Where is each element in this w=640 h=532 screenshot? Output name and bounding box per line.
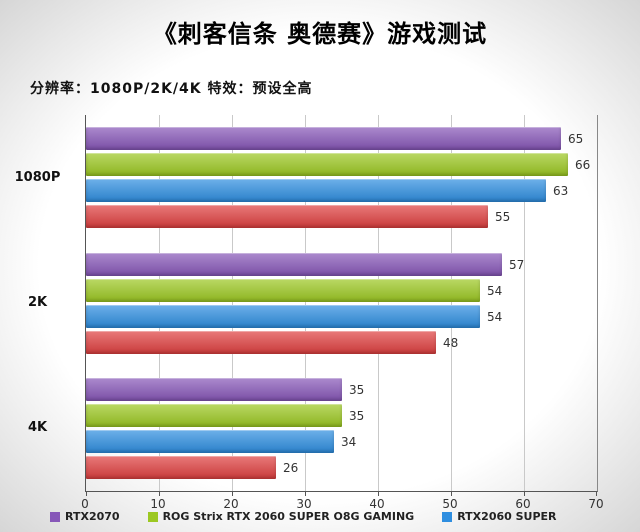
bar — [86, 253, 502, 276]
bar — [86, 127, 561, 150]
bar-value-label: 54 — [487, 284, 503, 298]
bar-value-label: 54 — [487, 310, 503, 324]
bar-value-label: 57 — [509, 258, 525, 272]
bar — [86, 179, 546, 202]
bar — [86, 279, 480, 302]
bar — [86, 331, 436, 354]
legend-label: RTX2070 — [65, 510, 120, 523]
y-axis-label: 1080P — [14, 170, 61, 185]
tick-mark — [378, 491, 379, 496]
legend-swatch — [147, 511, 158, 522]
tick-mark — [524, 491, 525, 496]
x-tick-label: 70 — [588, 497, 604, 511]
bar — [86, 205, 488, 228]
x-tick-label: 50 — [442, 497, 458, 511]
bar — [86, 456, 276, 479]
legend-swatch — [442, 511, 453, 522]
plot-area: 65 66 63 55 57 54 54 48 35 35 34 26 — [85, 115, 598, 496]
bar-value-label: 55 — [495, 210, 511, 224]
gridline — [451, 115, 452, 491]
y-axis-label: 2K — [27, 295, 48, 310]
gridline — [232, 115, 233, 491]
gridline — [378, 115, 379, 491]
bar-value-label: 66 — [575, 158, 591, 172]
tick-mark — [86, 491, 87, 496]
legend-item: RTX2070 — [50, 510, 120, 523]
tick-mark — [451, 491, 452, 496]
legend-swatch — [50, 511, 60, 522]
chart-subtitle: 分辨率：1080P/2K/4K 特效：预设全高 — [30, 81, 313, 97]
x-tick-label: 30 — [296, 497, 312, 511]
bar — [86, 153, 568, 176]
x-tick-label: 20 — [223, 497, 239, 511]
bar-value-label: 63 — [553, 184, 569, 198]
x-tick-label: 40 — [369, 497, 385, 511]
legend-label: RTX2060 SUPER — [457, 510, 557, 523]
tick-mark — [596, 491, 597, 496]
tick-mark — [159, 491, 160, 496]
bar-value-label: 35 — [349, 409, 365, 423]
bar-value-label: 26 — [283, 461, 299, 475]
legend-item: RTX2060 SUPER — [442, 510, 557, 523]
legend: RTX2070 ROG Strix RTX 2060 SUPER O8G GAMI… — [50, 510, 610, 523]
chart-title: 《刺客信条 奥德赛》游戏测试 — [152, 20, 488, 48]
bar — [86, 404, 342, 427]
bar-value-label: 48 — [443, 336, 459, 350]
x-tick-label: 0 — [81, 497, 89, 511]
legend-label: ROG Strix RTX 2060 SUPER O8G GAMING — [162, 510, 415, 523]
bar — [86, 305, 480, 328]
bar — [86, 378, 342, 401]
bar-value-label: 35 — [349, 383, 365, 397]
bar — [86, 430, 334, 453]
x-tick-label: 60 — [515, 497, 531, 511]
y-axis-label: 4K — [27, 420, 48, 435]
tick-mark — [232, 491, 233, 496]
legend-item: ROG Strix RTX 2060 SUPER O8G GAMING — [147, 510, 415, 523]
gridline — [524, 115, 525, 491]
tick-mark — [305, 491, 306, 496]
gridline — [159, 115, 160, 491]
bar-value-label: 65 — [568, 132, 584, 146]
x-tick-label: 10 — [150, 497, 166, 511]
gridline — [305, 115, 306, 491]
bar-value-label: 34 — [341, 435, 357, 449]
